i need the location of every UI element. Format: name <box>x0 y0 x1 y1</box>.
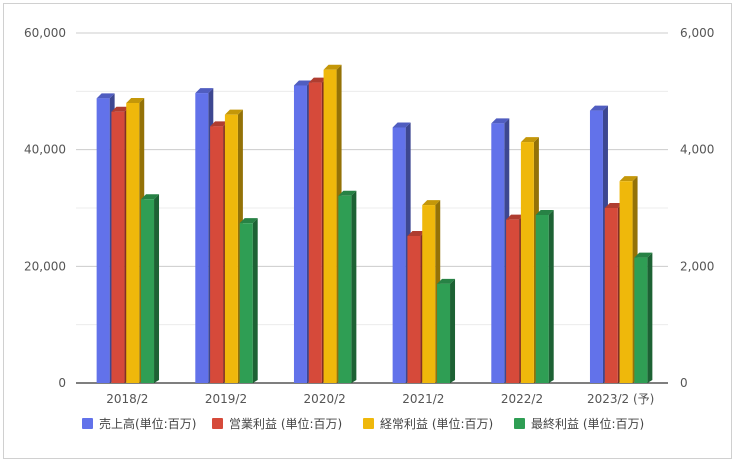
legend-swatch <box>363 418 374 429</box>
x-tick-label: 2022/2 <box>501 392 543 406</box>
bar-side <box>450 278 456 383</box>
bar-side <box>647 252 653 383</box>
x-tick-label: 2018/2 <box>106 392 148 406</box>
left-tick-label: 40,000 <box>24 143 66 157</box>
bar-top <box>323 64 342 70</box>
bar-front <box>126 103 140 383</box>
x-tick-label: 2023/2 (予) <box>587 392 654 406</box>
legend-swatch <box>514 418 525 429</box>
bar-side <box>548 210 554 383</box>
legend-item: 最終利益 (単位:百万) <box>514 416 644 431</box>
right-tick-label: 0 <box>680 376 688 390</box>
bar-front <box>604 208 618 383</box>
legend-label: 最終利益 (単位:百万) <box>531 416 644 431</box>
legend: 売上高(単位:百万) 営業利益 (単位:百万) 経常利益 (単位:百万) 最終利益 (… <box>82 416 644 431</box>
bars <box>96 64 653 384</box>
bar-top <box>634 252 653 258</box>
bar-top <box>293 80 312 86</box>
bar-front <box>323 69 337 383</box>
bar-front <box>111 111 125 383</box>
bar-front <box>308 82 322 383</box>
bar-top <box>589 105 608 111</box>
bar <box>338 190 357 383</box>
left-tick-label: 60,000 <box>24 26 66 40</box>
bar <box>437 278 456 383</box>
bar-front <box>224 114 238 384</box>
bar-side <box>351 190 357 383</box>
right-tick-label: 2,000 <box>680 259 714 273</box>
bar-front <box>535 215 549 383</box>
legend-swatch <box>212 418 223 429</box>
bar-top <box>338 190 357 196</box>
legend-label: 営業利益 (単位:百万) <box>229 416 342 431</box>
bar-side <box>252 218 258 383</box>
bar <box>535 210 554 383</box>
bar-front <box>338 195 352 383</box>
bar-front <box>141 199 155 383</box>
bar-front <box>619 181 633 383</box>
bar-top <box>422 200 441 206</box>
bar-top <box>407 231 426 236</box>
bar <box>141 194 160 383</box>
bar-front <box>239 223 253 383</box>
legend-label: 売上高(単位:百万) <box>99 416 196 431</box>
bar-top <box>535 210 554 215</box>
bar-top <box>308 77 327 83</box>
bar-top <box>96 93 115 99</box>
bar <box>239 218 258 383</box>
x-tick-label: 2019/2 <box>205 392 247 406</box>
bar-front <box>195 93 209 383</box>
x-tick-label: 2020/2 <box>304 392 346 406</box>
bar-front <box>437 283 451 383</box>
bar-front <box>506 219 520 383</box>
bar-top <box>224 109 243 115</box>
left-tick-label: 0 <box>58 376 66 390</box>
bar-front <box>491 123 505 384</box>
bar-top <box>141 194 160 200</box>
bar-top <box>210 121 229 127</box>
right-tick-label: 4,000 <box>680 143 714 157</box>
bar-top <box>392 122 411 128</box>
bar-front <box>392 127 406 383</box>
bar-top <box>506 214 525 220</box>
bar-front <box>210 126 224 383</box>
bar-front <box>422 205 436 383</box>
x-axis-ticks: 2018/2 2019/2 2020/2 2021/2 2022/2 2023/2 (予) <box>106 392 654 406</box>
x-tick-label: 2021/2 <box>402 392 444 406</box>
bar-top <box>604 203 623 208</box>
bar-front <box>407 236 421 383</box>
bar-front <box>293 85 307 383</box>
legend-item: 営業利益 (単位:百万) <box>212 416 342 431</box>
left-axis-ticks: 0 20,000 40,000 60,000 <box>24 26 66 390</box>
bar-front <box>96 98 110 383</box>
legend-label: 経常利益 (単位:百万) <box>380 416 493 431</box>
bar-top <box>520 137 539 143</box>
right-axis-ticks: 0 2,000 4,000 6,000 <box>680 26 714 390</box>
bar-top <box>195 88 214 94</box>
bar-top <box>111 106 130 112</box>
bar-front <box>634 257 648 383</box>
bar-front <box>520 142 534 383</box>
bar-top <box>239 218 258 224</box>
bar-top <box>126 98 145 103</box>
bar-side <box>154 194 160 383</box>
bar <box>634 252 653 383</box>
bar-front <box>589 110 603 383</box>
left-tick-label: 20,000 <box>24 259 66 273</box>
legend-item: 売上高(単位:百万) <box>82 416 196 431</box>
right-tick-label: 6,000 <box>680 26 714 40</box>
bar-top <box>619 176 638 182</box>
legend-swatch <box>82 418 93 429</box>
bar-top <box>491 118 510 124</box>
legend-item: 経常利益 (単位:百万) <box>363 416 493 431</box>
bar-top <box>437 278 456 284</box>
gridlines <box>76 32 668 384</box>
